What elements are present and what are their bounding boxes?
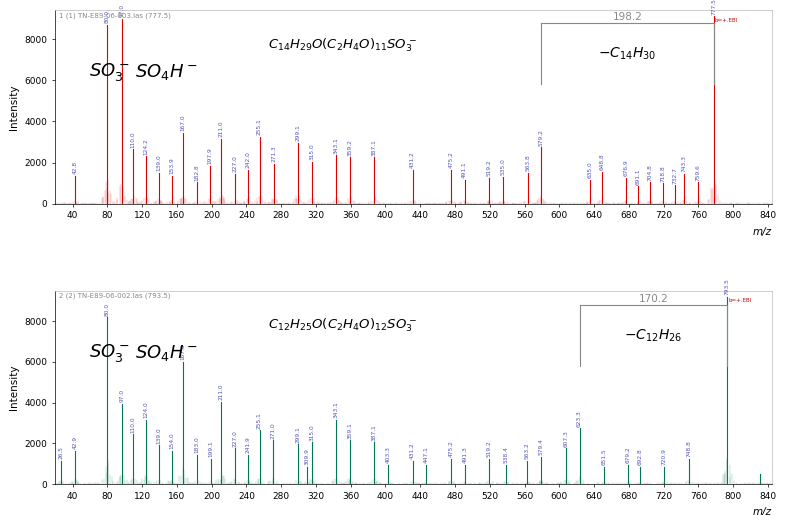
Text: 167.0: 167.0 <box>180 114 185 131</box>
Text: $SO_3^-$: $SO_3^-$ <box>89 341 129 364</box>
Text: 732.7: 732.7 <box>672 167 677 184</box>
Text: 491.3: 491.3 <box>463 447 467 463</box>
Text: 431.2: 431.2 <box>410 151 415 168</box>
Text: 563.8: 563.8 <box>526 154 530 171</box>
Text: m/z: m/z <box>753 507 772 515</box>
Text: $C_{12}H_{25}O(C_2H_4O)_{12}SO_3^-$: $C_{12}H_{25}O(C_2H_4O)_{12}SO_3^-$ <box>267 317 417 334</box>
Text: 110.0: 110.0 <box>131 416 136 433</box>
Text: 475.2: 475.2 <box>448 151 453 168</box>
Text: 635.0: 635.0 <box>587 162 593 179</box>
Text: 676.9: 676.9 <box>623 160 629 177</box>
Text: 255.1: 255.1 <box>257 118 262 135</box>
Text: 42.9: 42.9 <box>72 436 77 449</box>
Text: 538.4: 538.4 <box>504 447 508 463</box>
Y-axis label: Intensity: Intensity <box>9 365 19 410</box>
Text: 139.0: 139.0 <box>156 427 161 444</box>
Text: 387.1: 387.1 <box>372 424 377 441</box>
Text: 124.0: 124.0 <box>143 402 148 418</box>
Text: 167.0: 167.0 <box>180 344 185 360</box>
Text: 679.2: 679.2 <box>626 447 630 463</box>
Text: 447.1: 447.1 <box>424 447 429 463</box>
Text: $SO_4H^-$: $SO_4H^-$ <box>135 342 198 363</box>
Text: $C_{14}H_{29}O(C_2H_4O)_{11}SO_3^-$: $C_{14}H_{29}O(C_2H_4O)_{11}SO_3^-$ <box>268 37 416 54</box>
Text: b=+.EBI: b=+.EBI <box>728 299 752 303</box>
Text: 299.1: 299.1 <box>296 125 300 142</box>
Text: b=+.EBI: b=+.EBI <box>715 18 738 23</box>
Text: 648.8: 648.8 <box>599 153 604 170</box>
Text: 199.1: 199.1 <box>208 440 214 457</box>
Text: 315.0: 315.0 <box>309 143 314 160</box>
Text: 491.1: 491.1 <box>462 162 467 179</box>
Text: 759.6: 759.6 <box>696 164 701 181</box>
Y-axis label: Intensity: Intensity <box>9 84 19 130</box>
Text: 563.2: 563.2 <box>525 442 530 459</box>
Text: 777.5: 777.5 <box>711 0 716 15</box>
Text: 154.0: 154.0 <box>169 432 174 449</box>
Text: 579.4: 579.4 <box>539 438 544 455</box>
Text: 211.0: 211.0 <box>219 384 224 400</box>
Text: 691.1: 691.1 <box>636 168 641 185</box>
Text: 579.2: 579.2 <box>539 129 544 146</box>
Text: 651.5: 651.5 <box>601 449 607 465</box>
Text: 255.1: 255.1 <box>257 412 262 428</box>
Text: $SO_3^-$: $SO_3^-$ <box>89 61 129 83</box>
Text: 271.3: 271.3 <box>271 145 276 162</box>
Text: 743.3: 743.3 <box>682 156 686 173</box>
Text: 720.9: 720.9 <box>662 449 667 465</box>
Text: 343.1: 343.1 <box>333 402 339 418</box>
Text: 139.0: 139.0 <box>156 154 161 171</box>
Text: 42.8: 42.8 <box>72 161 77 175</box>
Text: 1 (1) TN-E89-06-003.las (777.5): 1 (1) TN-E89-06-003.las (777.5) <box>59 12 171 19</box>
Text: 197.9: 197.9 <box>207 147 212 164</box>
Text: $- C_{14}H_{30}$: $- C_{14}H_{30}$ <box>598 45 656 62</box>
Text: 535.0: 535.0 <box>500 159 505 176</box>
Text: 97.0: 97.0 <box>120 389 125 402</box>
Text: 309.9: 309.9 <box>305 449 310 465</box>
Text: 198.2: 198.2 <box>612 12 642 22</box>
Text: 26.5: 26.5 <box>58 446 63 459</box>
Text: 359.1: 359.1 <box>348 422 352 439</box>
Text: 241.9: 241.9 <box>246 436 251 453</box>
Text: 182.8: 182.8 <box>194 164 199 181</box>
Text: 359.2: 359.2 <box>348 139 352 156</box>
Text: 80.0: 80.0 <box>105 302 110 316</box>
Text: 110.0: 110.0 <box>131 131 136 148</box>
Text: 387.1: 387.1 <box>372 139 377 156</box>
Text: 793.5: 793.5 <box>725 279 730 295</box>
Text: 227.0: 227.0 <box>232 430 237 447</box>
Text: 623.3: 623.3 <box>577 410 582 426</box>
Text: 80.0: 80.0 <box>105 10 110 23</box>
Text: 242.0: 242.0 <box>246 151 251 168</box>
Text: 403.3: 403.3 <box>386 447 391 463</box>
Text: 153.9: 153.9 <box>169 158 174 175</box>
Text: $- C_{12}H_{26}$: $- C_{12}H_{26}$ <box>624 328 682 344</box>
Text: 475.2: 475.2 <box>448 440 453 457</box>
Text: 343.1: 343.1 <box>333 137 339 154</box>
Text: 519.2: 519.2 <box>486 160 492 177</box>
Text: 718.8: 718.8 <box>660 165 665 182</box>
Text: 183.0: 183.0 <box>195 436 199 453</box>
Text: 124.2: 124.2 <box>143 138 148 155</box>
Text: $SO_4H^-$: $SO_4H^-$ <box>135 62 198 82</box>
Text: 315.0: 315.0 <box>309 424 314 441</box>
Text: 431.2: 431.2 <box>410 442 415 459</box>
Text: 97.0: 97.0 <box>120 4 125 17</box>
Text: 170.2: 170.2 <box>638 294 668 304</box>
Text: 519.2: 519.2 <box>486 440 492 457</box>
Text: 607.3: 607.3 <box>563 430 568 447</box>
Text: 692.8: 692.8 <box>637 449 642 465</box>
Text: 704.8: 704.8 <box>648 164 653 181</box>
Text: 299.1: 299.1 <box>296 426 300 443</box>
Text: m/z: m/z <box>753 227 772 237</box>
Text: 227.0: 227.0 <box>232 156 237 173</box>
Text: 748.8: 748.8 <box>686 440 691 457</box>
Text: 2 (2) TN-E89-06-002.las (793.5): 2 (2) TN-E89-06-002.las (793.5) <box>59 293 170 299</box>
Text: 271.0: 271.0 <box>271 422 276 439</box>
Text: 211.0: 211.0 <box>219 121 224 138</box>
